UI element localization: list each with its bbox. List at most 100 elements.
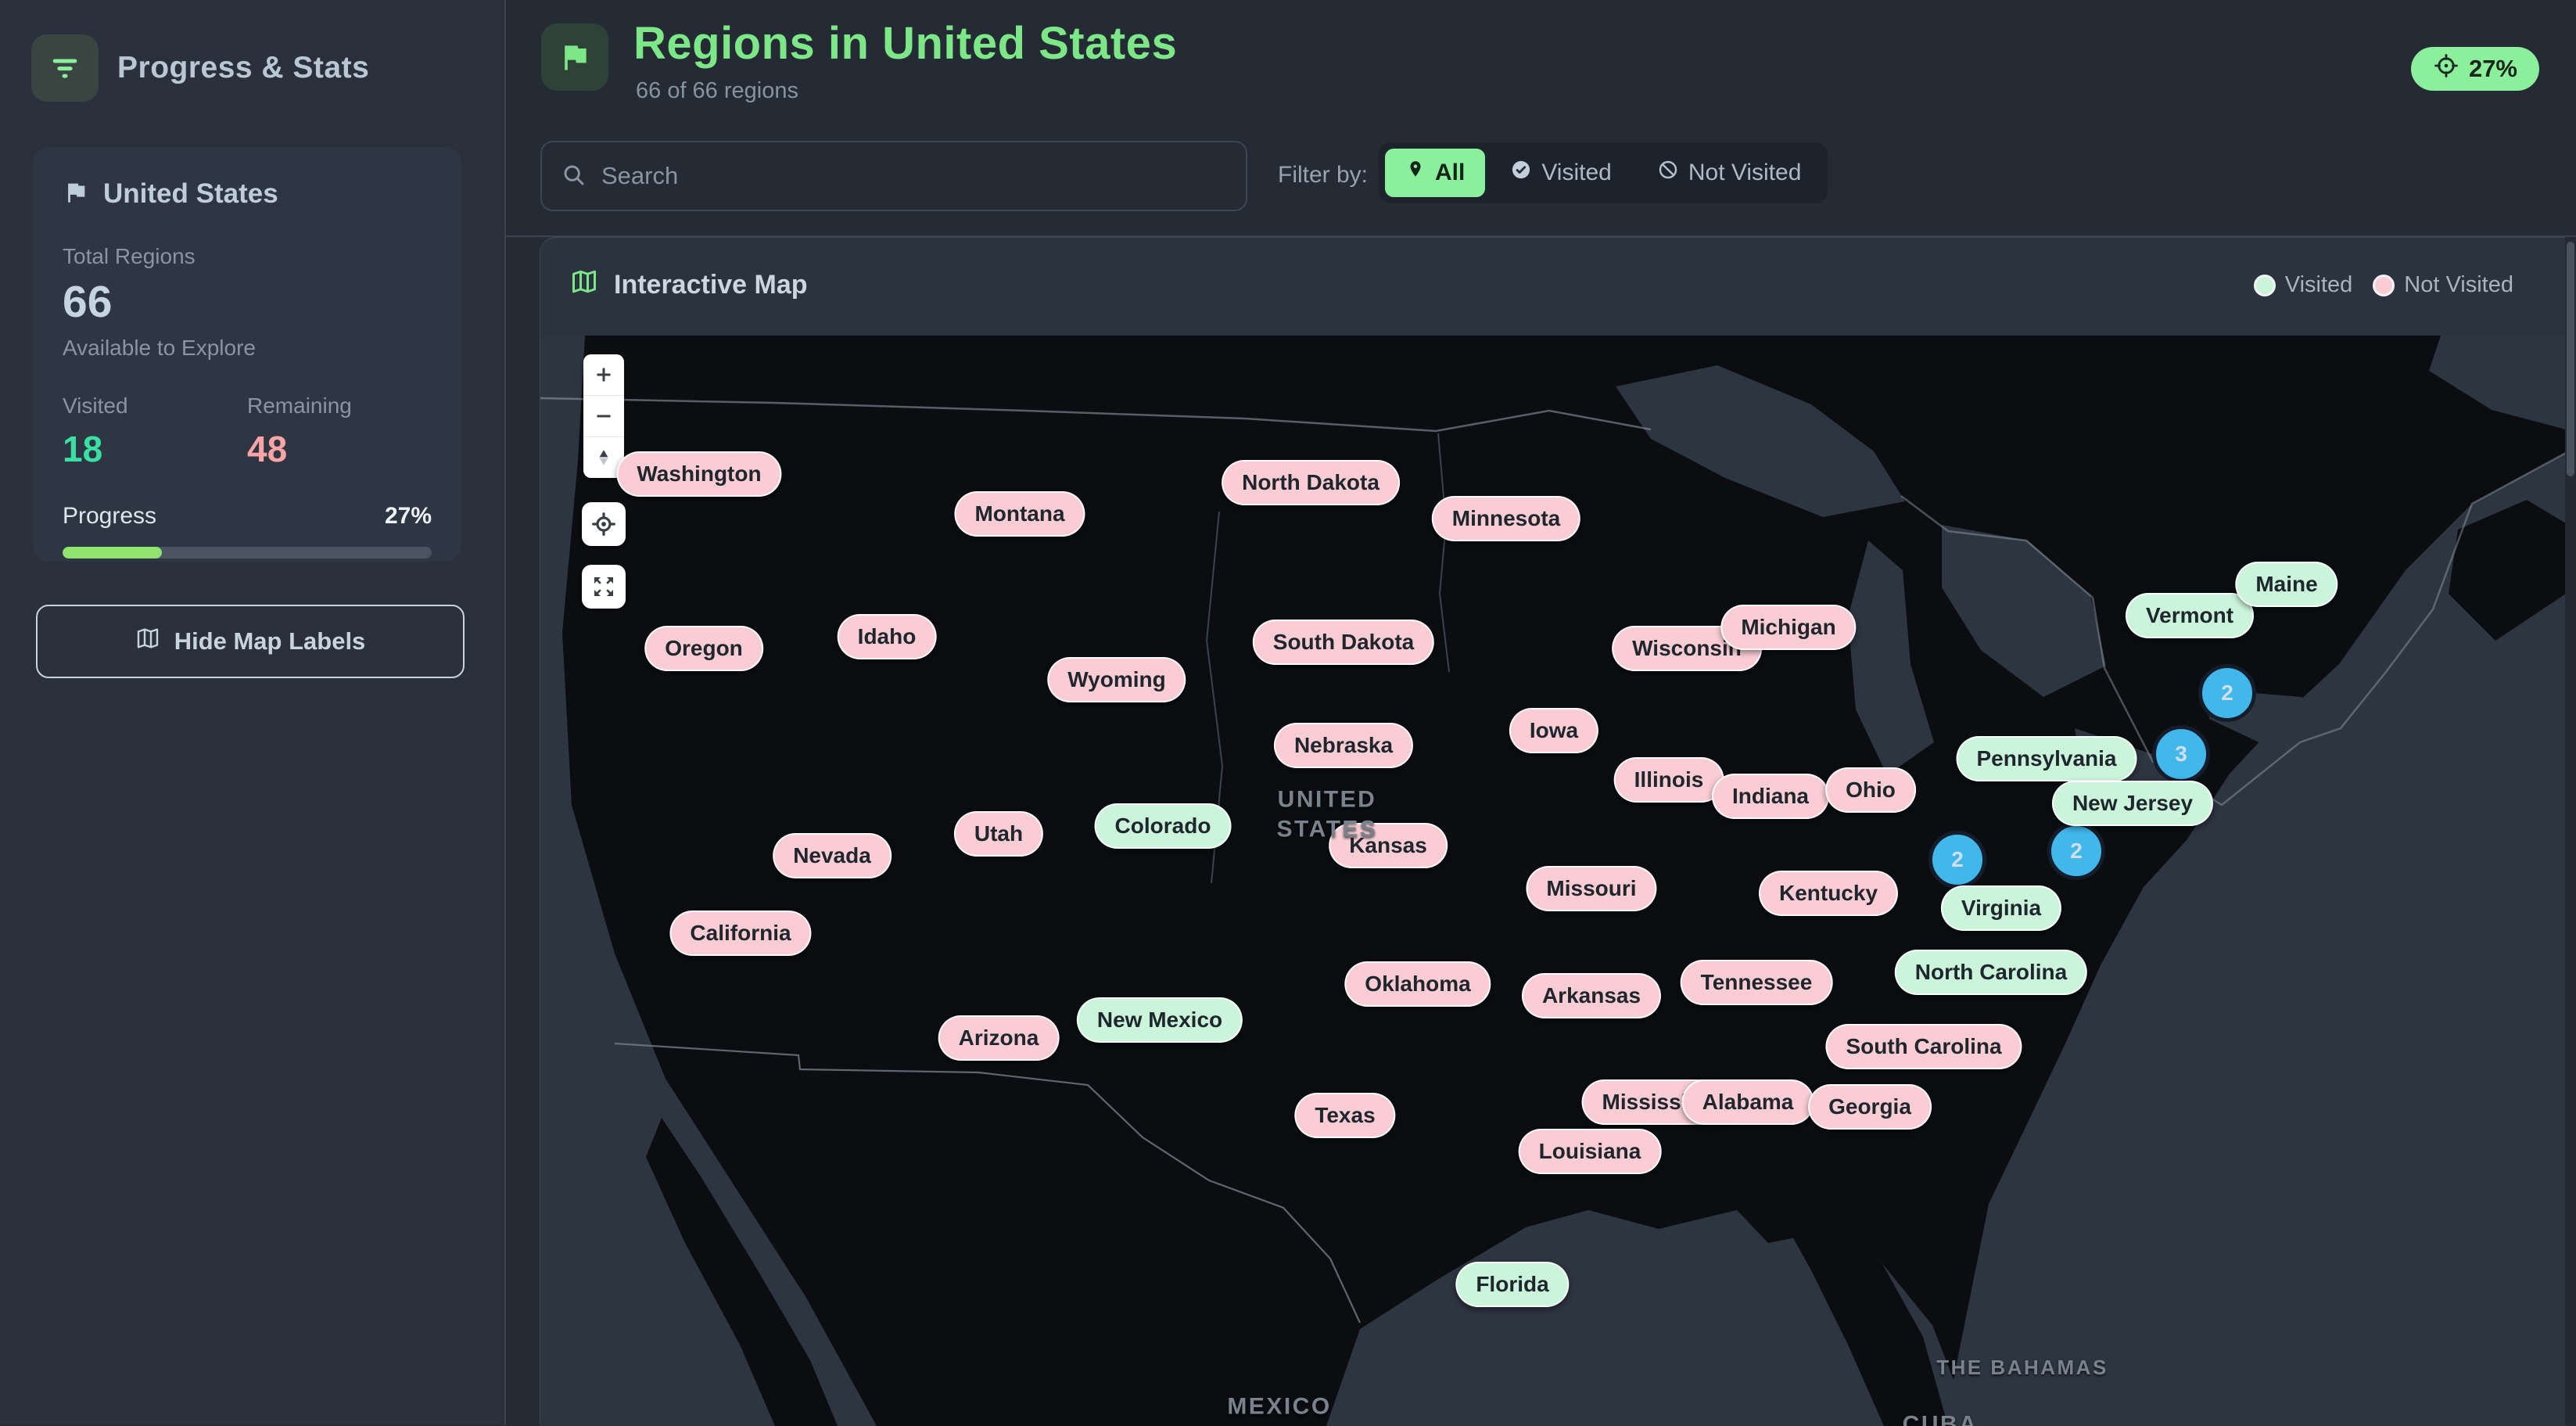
scrollbar-thumb[interactable] bbox=[2567, 242, 2574, 476]
hide-map-labels-button[interactable]: Hide Map Labels bbox=[36, 605, 465, 678]
hide-map-labels-label: Hide Map Labels bbox=[174, 627, 366, 655]
region-pill-north-dakota[interactable]: North Dakota bbox=[1222, 460, 1400, 505]
region-pill-tennessee[interactable]: Tennessee bbox=[1680, 960, 1833, 1005]
crosshair-icon bbox=[2433, 52, 2459, 85]
country-name: United States bbox=[103, 178, 278, 209]
region-pill-virginia[interactable]: Virginia bbox=[1940, 885, 2062, 931]
map-cluster[interactable]: 3 bbox=[2152, 725, 2210, 783]
map-zoom-controls bbox=[583, 354, 624, 478]
region-pill-maine[interactable]: Maine bbox=[2235, 562, 2338, 607]
legend-not-visited: Not Visited bbox=[2373, 272, 2513, 298]
region-pill-arkansas[interactable]: Arkansas bbox=[1521, 973, 1662, 1018]
main-area: Regions in United States 66 of 66 region… bbox=[506, 0, 2576, 1426]
map-place-label: UNITED STATES bbox=[1276, 786, 1378, 842]
sidebar-title: Progress & Stats bbox=[117, 51, 370, 84]
region-pill-utah[interactable]: Utah bbox=[953, 811, 1044, 857]
region-pill-wyoming[interactable]: Wyoming bbox=[1047, 657, 1186, 702]
search-input[interactable] bbox=[600, 161, 1227, 191]
region-pill-montana[interactable]: Montana bbox=[954, 491, 1085, 537]
legend-not-visited-label: Not Visited bbox=[2404, 272, 2513, 297]
page-subtitle: 66 of 66 regions bbox=[636, 78, 798, 103]
map-viewport[interactable]: 2 3 2 2 Washington Oregon Idaho Montana North Da… bbox=[540, 336, 2566, 1426]
filter-not-visited-button[interactable]: Not Visited bbox=[1637, 149, 1822, 197]
region-pill-kentucky[interactable]: Kentucky bbox=[1758, 871, 1899, 916]
check-circle-icon bbox=[1510, 159, 1532, 187]
filter-all-button[interactable]: All bbox=[1385, 149, 1486, 197]
flag-icon bbox=[63, 179, 89, 210]
vertical-scrollbar[interactable] bbox=[2565, 237, 2576, 1425]
region-pill-florida[interactable]: Florida bbox=[1455, 1262, 1570, 1307]
region-pill-washington[interactable]: Washington bbox=[616, 451, 782, 497]
region-pill-minnesota[interactable]: Minnesota bbox=[1431, 496, 1581, 541]
map-place-label: MEXICO bbox=[1227, 1393, 1332, 1420]
region-pill-louisiana[interactable]: Louisiana bbox=[1518, 1129, 1662, 1174]
map-cluster[interactable]: 2 bbox=[2047, 822, 2105, 880]
region-pill-vermont[interactable]: Vermont bbox=[2125, 593, 2255, 638]
region-pill-missouri[interactable]: Missouri bbox=[1526, 866, 1657, 911]
region-pill-kansas[interactable]: Kansas bbox=[1329, 823, 1448, 868]
region-pill-pennsylvania[interactable]: Pennsylvania bbox=[1956, 736, 2137, 781]
region-pill-new-jersey[interactable]: New Jersey bbox=[2051, 781, 2214, 826]
locate-button[interactable] bbox=[582, 502, 626, 546]
region-pill-california[interactable]: California bbox=[669, 911, 812, 956]
region-pill-arizona[interactable]: Arizona bbox=[938, 1015, 1060, 1061]
progress-fill bbox=[63, 547, 163, 559]
region-pill-colorado[interactable]: Colorado bbox=[1094, 803, 1232, 849]
zoom-out-button[interactable] bbox=[583, 395, 624, 436]
map-geography bbox=[540, 336, 2566, 1426]
map-cluster[interactable]: 2 bbox=[1928, 831, 1986, 889]
region-pill-indiana[interactable]: Indiana bbox=[1711, 774, 1830, 819]
region-pill-new-mexico[interactable]: New Mexico bbox=[1076, 997, 1243, 1043]
legend-visited-label: Visited bbox=[2284, 272, 2353, 297]
progress-label: Progress bbox=[63, 503, 157, 529]
search-icon bbox=[561, 162, 586, 191]
map-cluster[interactable]: 2 bbox=[2198, 664, 2256, 722]
region-pill-alabama[interactable]: Alabama bbox=[1681, 1079, 1814, 1125]
progress-bar bbox=[63, 547, 432, 559]
total-regions-label: Total Regions bbox=[63, 244, 196, 268]
legend-visited-dot bbox=[2253, 274, 2276, 296]
visited-label: Visited bbox=[63, 393, 128, 418]
filter-visited-button[interactable]: Visited bbox=[1490, 149, 1632, 197]
sidebar: Progress & Stats United States Total Reg… bbox=[0, 0, 506, 1425]
region-pill-south-carolina[interactable]: South Carolina bbox=[1825, 1024, 2022, 1069]
available-label: Available to Explore bbox=[63, 336, 256, 360]
region-pill-nebraska[interactable]: Nebraska bbox=[1273, 723, 1414, 768]
country-stats-card: United States Total Regions 66 Available… bbox=[33, 147, 461, 562]
region-pill-illinois[interactable]: Illinois bbox=[1613, 757, 1724, 803]
page-flag-icon bbox=[541, 23, 608, 91]
progress-percent-text: 27% bbox=[384, 503, 432, 529]
map-icon bbox=[570, 268, 598, 303]
region-pill-texas[interactable]: Texas bbox=[1294, 1093, 1396, 1138]
pin-icon bbox=[1405, 160, 1426, 186]
page-title: Regions in United States bbox=[633, 18, 1178, 69]
fullscreen-button[interactable] bbox=[582, 565, 626, 609]
visited-count: 18 bbox=[63, 429, 103, 469]
remaining-label: Remaining bbox=[247, 393, 352, 418]
region-pill-ohio[interactable]: Ohio bbox=[1825, 767, 1916, 813]
region-pill-south-dakota[interactable]: South Dakota bbox=[1252, 620, 1435, 665]
region-pill-iowa[interactable]: Iowa bbox=[1509, 708, 1599, 753]
region-pill-oklahoma[interactable]: Oklahoma bbox=[1344, 961, 1491, 1007]
map-panel-title: Interactive Map bbox=[614, 270, 808, 300]
filter-lines-icon bbox=[31, 34, 99, 102]
progress-badge: 27% bbox=[2410, 47, 2539, 91]
region-pill-idaho[interactable]: Idaho bbox=[837, 614, 937, 659]
region-pill-nevada[interactable]: Nevada bbox=[773, 833, 892, 878]
zoom-in-button[interactable] bbox=[583, 354, 624, 395]
region-pill-michigan[interactable]: Michigan bbox=[1720, 605, 1857, 650]
legend-not-visited-dot bbox=[2373, 274, 2395, 296]
region-pill-north-carolina[interactable]: North Carolina bbox=[1894, 950, 2088, 995]
map-card-header: Interactive Map Visited Not Visited bbox=[540, 238, 2576, 336]
region-pill-georgia[interactable]: Georgia bbox=[1808, 1084, 1932, 1130]
filter-segmented-control: All Visited Not Visited bbox=[1379, 142, 1828, 203]
map-icon bbox=[135, 626, 160, 657]
ban-icon bbox=[1657, 159, 1679, 187]
map-place-label: THE BAHAMAS bbox=[1936, 1355, 2108, 1379]
header-divider bbox=[506, 235, 2576, 237]
sidebar-header: Progress & Stats bbox=[31, 34, 369, 102]
legend-visited: Visited bbox=[2253, 272, 2353, 298]
region-pill-wisconsin[interactable]: Wisconsin bbox=[1612, 626, 1762, 671]
filter-by-label: Filter by: bbox=[1278, 162, 1369, 188]
region-pill-oregon[interactable]: Oregon bbox=[644, 626, 763, 671]
